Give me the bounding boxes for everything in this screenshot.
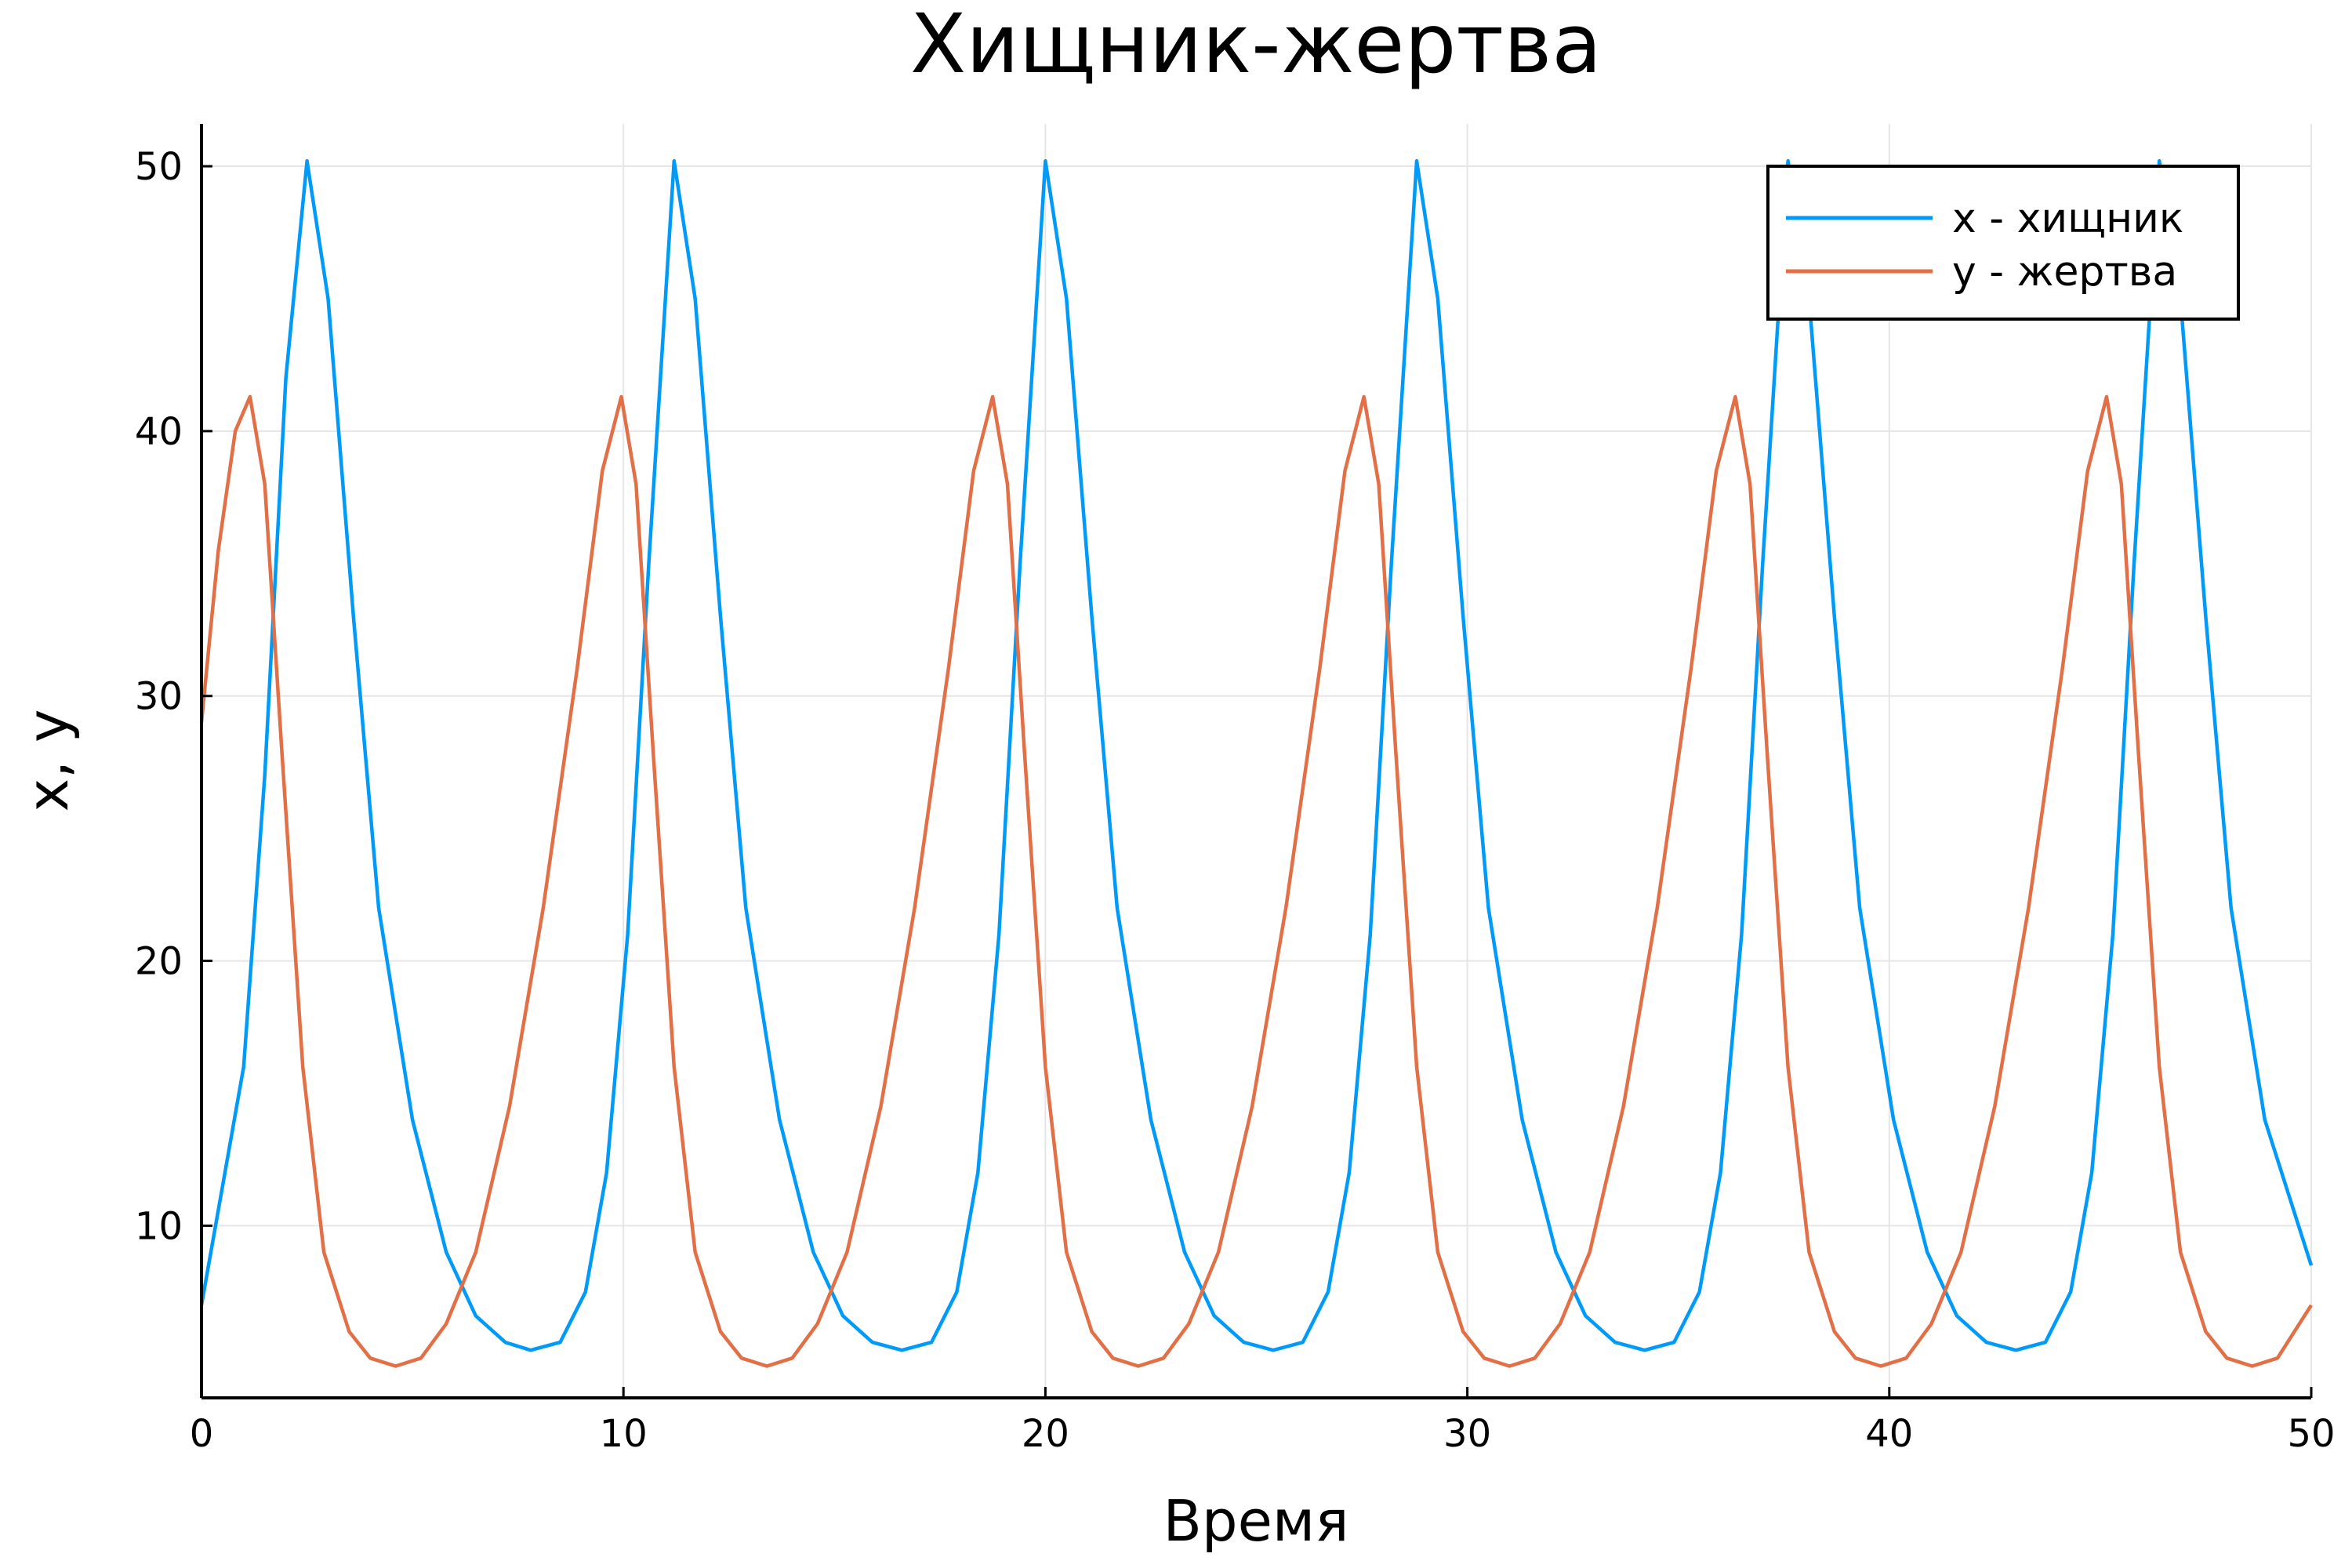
series-line-0 bbox=[199, 159, 2314, 1352]
ticks: 0 10 20 30 40 50 10 20 30 40 50 bbox=[135, 145, 2336, 1456]
x-tick-label: 30 bbox=[1443, 1412, 1491, 1456]
y-tick-label: 20 bbox=[135, 940, 183, 984]
axes bbox=[200, 124, 2311, 1399]
x-tick-label: 40 bbox=[1865, 1412, 1913, 1456]
series-layer bbox=[199, 159, 2314, 1368]
legend-label-predator: x - хищник bbox=[1952, 195, 2183, 242]
legend-box bbox=[1766, 165, 2240, 321]
chart-title: Хищник-жертва bbox=[910, 0, 1602, 92]
series-line-1 bbox=[199, 394, 2313, 1368]
x-axis-label: Время bbox=[1163, 1488, 1348, 1554]
x-tick-label: 0 bbox=[190, 1412, 214, 1456]
x-tick-label: 10 bbox=[600, 1412, 648, 1456]
x-tick-label: 20 bbox=[1022, 1412, 1069, 1456]
legend-label-prey: y - жертва bbox=[1952, 249, 2177, 296]
y-tick-label: 10 bbox=[135, 1204, 183, 1248]
x-tick-label: 50 bbox=[2287, 1412, 2335, 1456]
grid bbox=[201, 124, 2312, 1398]
y-tick-label: 30 bbox=[135, 675, 183, 719]
y-tick-label: 40 bbox=[135, 410, 183, 454]
y-axis-label: x, y bbox=[15, 710, 81, 812]
legend: x - хищник y - жертва bbox=[1766, 165, 2240, 321]
y-tick-label: 50 bbox=[135, 145, 183, 189]
